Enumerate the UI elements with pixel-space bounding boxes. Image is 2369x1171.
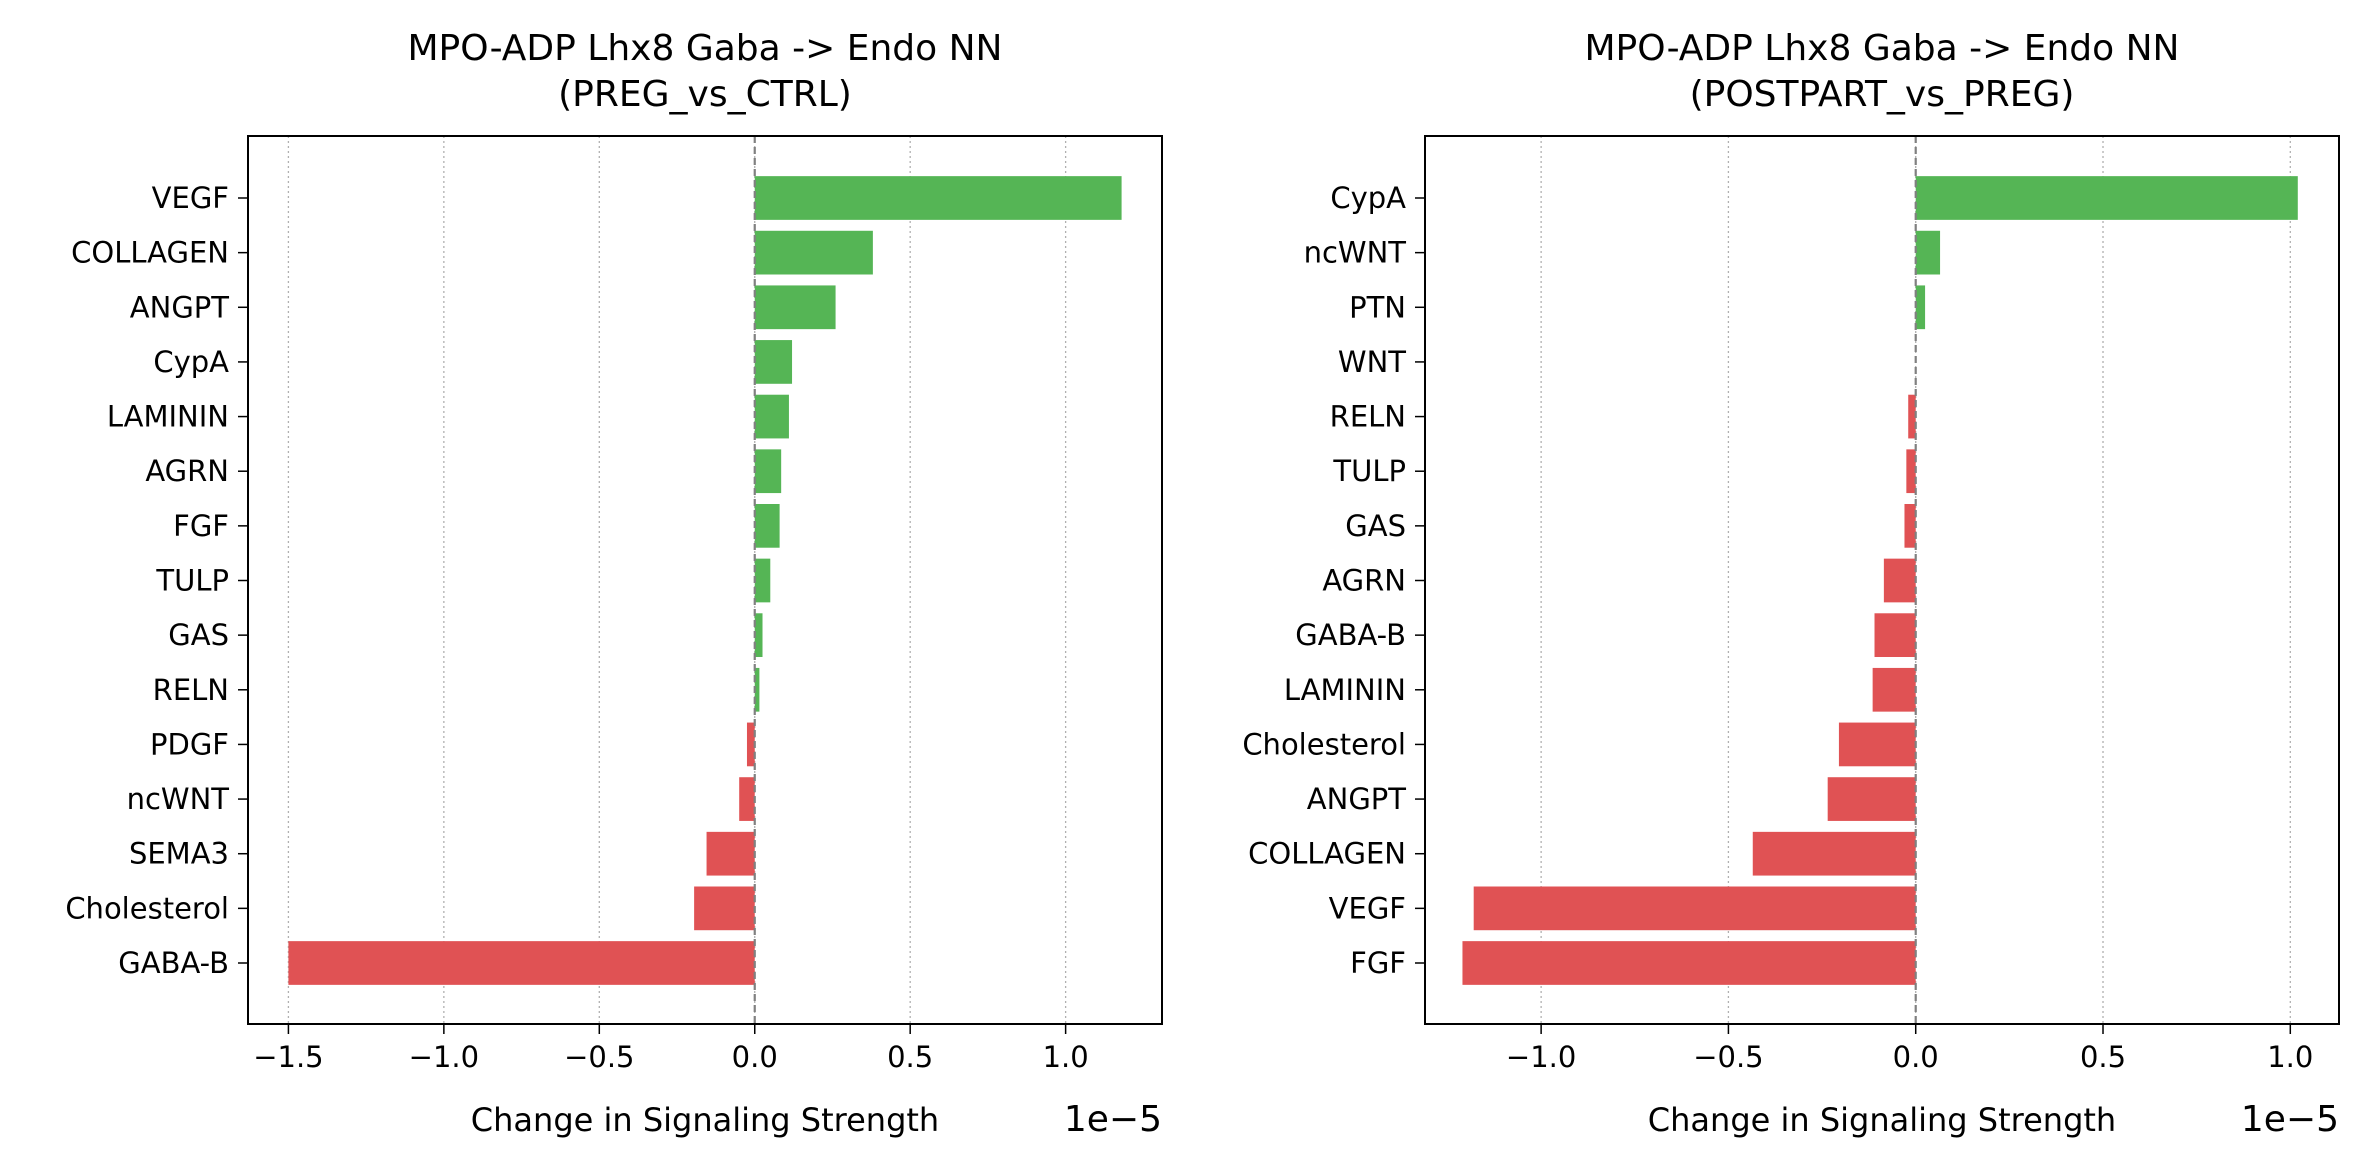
bar-laminin [754,394,789,439]
x-tick-label: −1.0 [409,1040,479,1074]
chart-title-line-2: (POSTPART_vs_PREG) [1690,74,2075,115]
chart-panel-2: MPO-ADP Lhx8 Gaba -> Endo NN (POSTPART_vs… [1242,28,2340,1140]
y-tick-label: ANGPT [1307,782,1406,816]
bar-gaba-b [288,941,755,985]
bar-agrn [754,449,782,494]
bar-cypa [1915,176,2298,220]
x-offset-label: 1e−5 [1064,1099,1162,1140]
bar-reln [1908,394,1916,439]
y-tick-label: LAMININ [1284,673,1406,707]
axes-frame [247,135,1163,1025]
x-offset-label: 1e−5 [2241,1099,2339,1140]
x-tick-label: −1.0 [1506,1040,1576,1074]
bar-ncwnt [739,777,755,821]
bar-fgf [1462,941,1916,985]
bar-pdgf [746,722,755,767]
bar-cholesterol [694,886,755,931]
y-tick-label: ncWNT [127,782,230,816]
bar-vegf [1473,886,1916,931]
bar-laminin [1872,667,1916,712]
bar-ptn [1915,285,1926,330]
y-tick-label: TULP [155,564,229,598]
bar-tulp [754,558,771,603]
bar-angpt [1827,777,1916,821]
bar-vegf [754,176,1122,220]
y-tick-label: FGF [1350,946,1406,980]
x-axis-label: Change in Signaling Strength [471,1101,939,1139]
y-tick-label: ANGPT [130,290,229,324]
bar-sema3 [706,831,755,876]
x-tick-label: 0.0 [1893,1040,1939,1074]
x-tick-label: 0.5 [887,1040,933,1074]
y-tick-label: FGF [173,509,229,543]
y-tick-label: ncWNT [1304,236,1407,270]
x-tick-label: 0.5 [2080,1040,2126,1074]
y-tick-label: GAS [1345,509,1406,543]
y-tick-label: SEMA3 [129,837,229,871]
y-tick-label: VEGF [1329,891,1406,925]
bar-gas [1904,504,1916,548]
x-axis-label: Change in Signaling Strength [1648,1101,2116,1139]
x-tick-label: −0.5 [564,1040,634,1074]
x-tick-label: 1.0 [1043,1040,1089,1074]
y-tick-label: TULP [1332,454,1406,488]
y-tick-label: AGRN [145,454,229,488]
y-tick-label: AGRN [1322,564,1406,598]
chart-title-line-1: MPO-ADP Lhx8 Gaba -> Endo NN [408,28,1003,69]
bar-fgf [754,504,780,548]
bar-tulp [1906,449,1916,494]
bar-ncwnt [1915,230,1941,275]
y-tick-label: GAS [168,618,229,652]
bar-reln [754,667,760,712]
x-tick-label: −0.5 [1693,1040,1763,1074]
y-tick-label: GABA-B [118,946,229,980]
y-tick-label: RELN [153,673,229,707]
chart-title-line-1: MPO-ADP Lhx8 Gaba -> Endo NN [1585,28,2180,69]
axes-frame [1424,135,2340,1025]
x-tick-label: −1.5 [253,1040,323,1074]
x-tick-label: 0.0 [732,1040,778,1074]
bar-angpt [754,285,836,330]
y-tick-label: LAMININ [107,400,229,434]
chart-panel-1: MPO-ADP Lhx8 Gaba -> Endo NN (PREG_vs_CTR… [65,28,1163,1140]
y-tick-label: COLLAGEN [1248,837,1406,871]
y-tick-label: Cholesterol [65,891,229,925]
y-tick-label: CypA [1330,181,1406,215]
bar-collagen [1752,831,1916,876]
y-tick-label: GABA-B [1295,618,1406,652]
y-tick-label: PTN [1349,290,1406,324]
y-tick-label: CypA [153,345,229,379]
chart-title-line-2: (PREG_vs_CTRL) [558,74,852,115]
y-tick-label: WNT [1338,345,1406,379]
bar-collagen [754,230,873,275]
y-tick-label: COLLAGEN [71,236,229,270]
y-tick-label: Cholesterol [1242,727,1406,761]
bar-agrn [1883,558,1916,603]
y-tick-label: RELN [1330,400,1406,434]
bar-cypa [754,340,793,384]
bar-cholesterol [1838,722,1916,767]
y-tick-label: PDGF [150,727,229,761]
x-tick-label: 1.0 [2267,1040,2313,1074]
y-tick-label: VEGF [152,181,229,215]
bar-gas [754,613,763,657]
bar-gaba-b [1874,613,1916,657]
